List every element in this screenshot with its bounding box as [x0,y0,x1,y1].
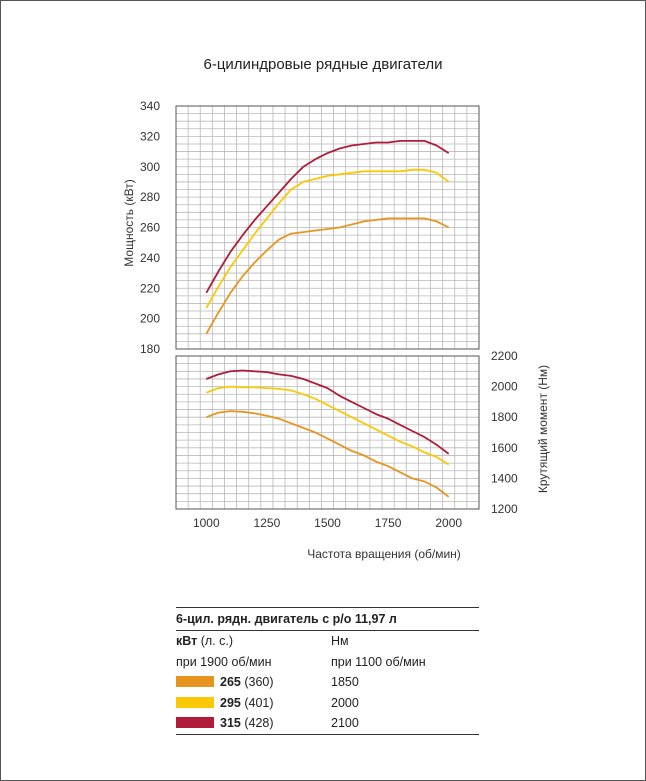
x-tick-label: 1500 [314,516,341,530]
x-tick-label: 1000 [193,516,220,530]
torque-y-tick-label: 2200 [491,349,518,363]
legend-col1-unit: кВт (л. с.) [176,631,233,652]
torque-lines [205,369,450,498]
power-grid [175,105,480,350]
legend-table: 6-цил. рядн. двигатель с р/о 11,97 л кВт… [176,607,479,735]
legend-nm-value: 2000 [331,695,359,710]
engine-chart: 6-цилиндровые рядные двигатели 180 200 220… [122,56,550,561]
power-y-tick-label: 240 [140,251,160,265]
legend-hp-unit: (л. с.) [197,634,234,648]
power-y-tick-label: 300 [140,160,160,174]
legend-bottom-rule [176,733,479,735]
legend-col1-rpm: при 1900 об/мин [176,654,272,669]
legend-row: 265 (360) 1850 [176,672,479,693]
legend-hp-value: (360) [240,675,274,689]
power-y-tick-label: 340 [140,99,160,113]
torque-series-line-0 [205,410,450,498]
x-tick-label: 1250 [254,516,281,530]
torque-y-tick-label: 1200 [491,502,518,516]
power-y-tick-label: 260 [140,221,160,235]
legend-mid-rule [176,630,479,631]
x-axis-label: Частота вращения (об/мин) [307,547,461,561]
torque-y-tick-label: 1400 [491,471,518,485]
legend-col2-unit: Нм [331,634,349,648]
power-frame [175,105,480,350]
legend-kw-unit: кВт [176,634,198,648]
legend-hp-value: (428) [240,716,274,730]
legend-swatch [176,676,214,687]
torque-y-tick-label: 1600 [491,441,518,455]
chart-title: 6-цилиндровые рядные двигатели [204,56,443,73]
torque-series-line-1 [205,385,450,466]
tick-labels: 180 200 220 240 260 280 300 320 340 1200 1400 1600 1… [140,99,518,530]
power-y-tick-label: 200 [140,312,160,326]
legend-heading: 6-цил. рядн. двигатель с р/о 11,97 л [176,612,397,626]
power-axis-label: Мощность (кВт) [122,179,136,266]
legend-rpm-row: при 1900 об/мин при 1100 об/мин [176,652,479,673]
power-series-line-2 [205,139,450,294]
torque-axis-label: Крутящий момент (Нм) [536,365,550,493]
power-y-tick-label: 220 [140,281,160,295]
power-y-tick-label: 180 [140,342,160,356]
power-series-line-0 [205,217,450,335]
power-y-tick-label: 280 [140,190,160,204]
legend-nm-value: 1850 [331,675,359,689]
legend-hp-value: (401) [240,695,274,710]
legend-col2-rpm: при 1100 об/мин [331,654,426,669]
power-series-line-1 [205,168,450,309]
torque-y-tick-label: 2000 [491,380,518,394]
x-tick-label: 2000 [435,516,462,530]
torque-frame [175,355,480,510]
torque-y-tick-label: 1800 [491,410,518,424]
legend-heading-row: 6-цил. рядн. двигатель с р/о 11,97 л [176,608,479,630]
power-lines [205,139,450,335]
legend-kw-value: 315 [220,716,241,730]
legend-kw-value: 295 [220,695,241,710]
legend-unit-row: кВт (л. с.) Нм [176,631,479,652]
legend-nm-value: 2100 [331,716,359,730]
power-y-tick-label: 320 [140,129,160,143]
legend-swatch [176,696,214,708]
legend-swatch [176,717,214,728]
torque-series-line-2 [205,369,450,455]
x-tick-label: 1750 [375,516,402,530]
legend-kw-value: 265 [220,675,241,689]
legend-row: 295 (401) 2000 [176,693,479,714]
legend-row: 315 (428) 2100 [176,713,479,734]
legend-top-rule [176,607,479,608]
